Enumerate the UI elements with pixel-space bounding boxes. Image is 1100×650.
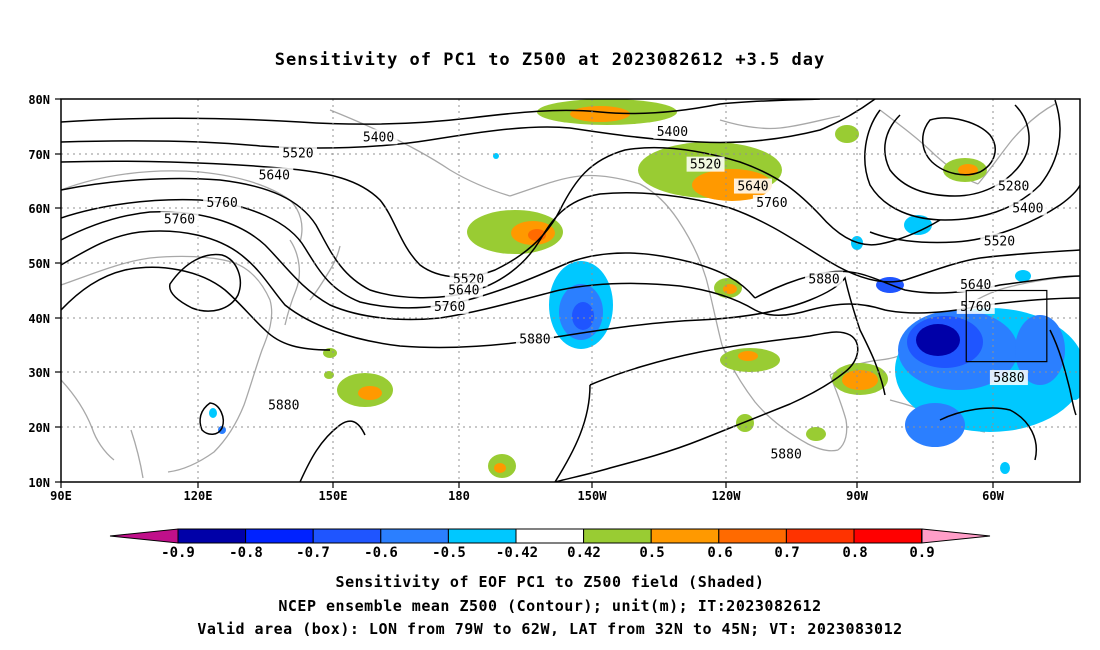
colorbar-box — [515, 528, 585, 544]
contour-label-bg — [805, 271, 844, 287]
lon-label: 90W — [846, 489, 868, 503]
colorbar-label: -0.42 — [496, 545, 538, 561]
colorbar-box — [853, 528, 923, 544]
contour-label: 5520 — [282, 147, 313, 162]
colorbar-label: 0.8 — [842, 545, 867, 561]
caption-valid-area: Valid area (box): LON from 79W to 62W, L… — [197, 620, 903, 638]
colorbar-label: 0.7 — [774, 545, 799, 561]
lon-label: 90E — [50, 489, 72, 503]
lon-label: 120E — [184, 489, 213, 503]
contour-labels: 5400552056405760576054005520564057605520… — [160, 123, 1047, 463]
longitude-labels: 90E 120E 150E 180 150W 120W 90W 60W — [50, 489, 1004, 503]
contour-label-bg — [980, 233, 1019, 249]
lat-label: 20N — [28, 421, 50, 435]
lon-label: 180 — [448, 489, 470, 503]
colorbar-label: -0.7 — [296, 545, 330, 561]
colorbar-box — [177, 528, 247, 544]
lat-label: 10N — [28, 476, 50, 490]
colorbar-label: -0.9 — [161, 545, 195, 561]
colorbar-box — [447, 528, 517, 544]
lon-label: 120W — [712, 489, 742, 503]
contour-label: 5880 — [993, 371, 1024, 386]
contour-label: 5760 — [960, 300, 991, 315]
chart-title: Sensitivity of PC1 to Z500 at 2023082612… — [274, 50, 826, 70]
contour-label-bg — [767, 446, 806, 462]
contour-label: 5760 — [206, 196, 237, 211]
contour-label: 5760 — [756, 196, 787, 211]
contour-label: 5640 — [448, 284, 479, 299]
lon-label: 60W — [982, 489, 1004, 503]
colorbar-label: 0.5 — [639, 545, 664, 561]
contour-label: 5760 — [434, 300, 465, 315]
colorbar-box — [650, 528, 720, 544]
contour-label: 5400 — [657, 125, 688, 140]
colorbar-low-end — [109, 528, 179, 544]
contour-label-bg — [733, 178, 772, 194]
colorbar-label: -0.5 — [432, 545, 466, 561]
contour-label: 5880 — [770, 448, 801, 463]
contour-label: 5640 — [259, 169, 290, 184]
axis-ticks — [55, 98, 994, 488]
contour-label-bg — [1008, 200, 1047, 216]
colorbar-label: -0.8 — [229, 545, 263, 561]
contour-label-bg — [752, 194, 791, 210]
latitude-labels: 80N 70N 60N 50N 40N 30N 20N 10N — [28, 93, 50, 490]
contour-label-bg — [430, 298, 469, 314]
contour-label: 5520 — [984, 234, 1015, 249]
contour-label: 5520 — [690, 158, 721, 173]
contour-label-bg — [444, 282, 483, 298]
contour-label-bg — [994, 178, 1033, 194]
colorbar-box — [312, 528, 382, 544]
contour-label: 5760 — [164, 212, 195, 227]
colorbar-labels: -0.9 -0.8 -0.7 -0.6 -0.5 -0.42 0.42 0.5 … — [161, 545, 935, 561]
contour-label: 5880 — [808, 273, 839, 288]
caption-shading: Sensitivity of EOF PC1 to Z500 field (Sh… — [335, 573, 765, 591]
contour-label: 5280 — [998, 180, 1029, 195]
contour-label-bg — [160, 211, 199, 227]
lat-label: 50N — [28, 257, 50, 271]
contour-label-bg — [515, 331, 554, 347]
lat-label: 80N — [28, 93, 50, 107]
contour-label-bg — [255, 167, 294, 183]
contour-label-bg — [359, 129, 398, 145]
colorbar-label: 0.9 — [909, 545, 934, 561]
contour-label: 5640 — [960, 278, 991, 293]
colorbar-box — [380, 528, 449, 544]
contour-label-bg — [278, 145, 317, 161]
contour-label-bg — [203, 194, 242, 210]
contour-label: 5400 — [363, 130, 394, 145]
lon-label: 150W — [578, 489, 608, 503]
colorbar-label: 0.42 — [567, 545, 601, 561]
colorbar-box — [718, 528, 787, 544]
valid-area-box — [965, 289, 1048, 363]
contour-label-bg — [653, 123, 692, 139]
lon-label: 150E — [319, 489, 348, 503]
colorbar-label: 0.6 — [707, 545, 732, 561]
colorbar-box — [785, 528, 855, 544]
colorbar: -0.9 -0.8 -0.7 -0.6 -0.5 -0.42 0.42 0.5 … — [109, 528, 991, 561]
contour-label: 5880 — [268, 398, 299, 413]
contour-label: 5400 — [1012, 201, 1043, 216]
colorbar-label: -0.6 — [364, 545, 398, 561]
colorbar-box — [245, 528, 314, 544]
z500-contours — [61, 99, 1080, 482]
contour-label-bg — [686, 156, 725, 172]
caption-contour: NCEP ensemble mean Z500 (Contour); unit(… — [278, 597, 822, 615]
lat-label: 70N — [28, 148, 50, 162]
colorbar-high-end — [921, 528, 991, 544]
lat-label: 40N — [28, 312, 50, 326]
colorbar-boxes — [177, 528, 923, 544]
contour-label: 5880 — [519, 333, 550, 348]
lat-label: 60N — [28, 202, 50, 216]
contour-label-bg — [264, 397, 303, 413]
contour-label-bg — [989, 370, 1028, 386]
contour-label: 5640 — [737, 180, 768, 195]
map-frame — [60, 98, 1081, 483]
colorbar-box — [583, 528, 652, 544]
lat-label: 30N — [28, 366, 50, 380]
contour-label-bg — [956, 277, 995, 293]
